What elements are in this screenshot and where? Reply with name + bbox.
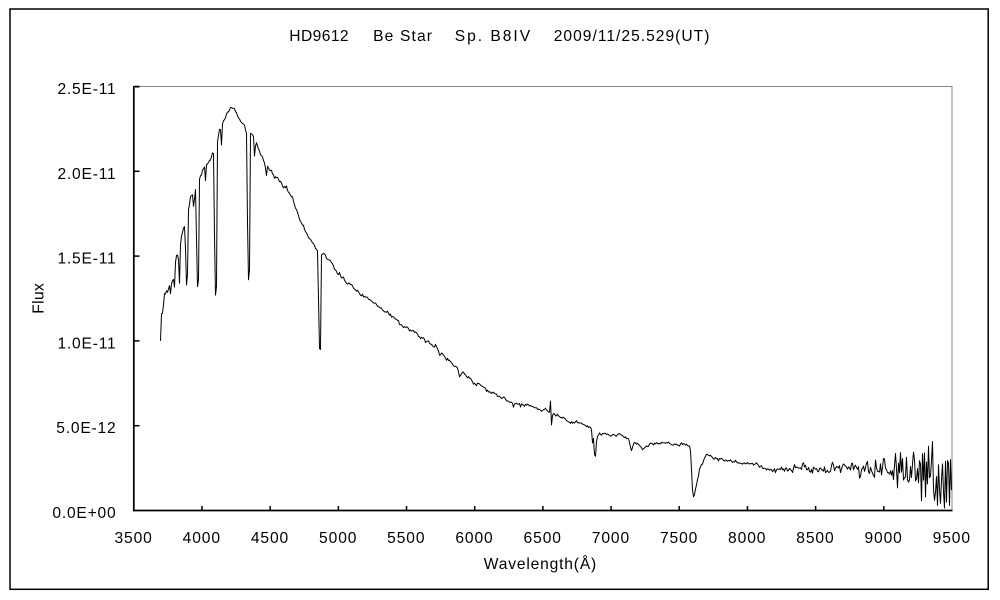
svg-text:4000: 4000 — [183, 530, 221, 547]
svg-text:Flux: Flux — [31, 283, 48, 314]
svg-text:1.0E-11: 1.0E-11 — [57, 335, 116, 352]
svg-text:0.0E+00: 0.0E+00 — [52, 505, 116, 522]
svg-text:5500: 5500 — [387, 530, 425, 547]
svg-text:3500: 3500 — [114, 530, 152, 547]
svg-text:8000: 8000 — [728, 530, 766, 547]
svg-text:2009/11/25.529(UT): 2009/11/25.529(UT) — [554, 28, 710, 45]
svg-text:6000: 6000 — [455, 530, 493, 547]
svg-text:5.0E-12: 5.0E-12 — [56, 420, 116, 437]
svg-text:8500: 8500 — [796, 530, 834, 547]
svg-text:9500: 9500 — [933, 530, 971, 547]
svg-text:5000: 5000 — [319, 530, 357, 547]
svg-text:1.5E-11: 1.5E-11 — [57, 251, 116, 268]
svg-text:Be Star: Be Star — [373, 28, 432, 45]
svg-text:Sp. B8IV: Sp. B8IV — [455, 28, 531, 45]
svg-text:6500: 6500 — [524, 530, 562, 547]
svg-text:2.0E-11: 2.0E-11 — [57, 166, 116, 183]
svg-text:9000: 9000 — [864, 530, 902, 547]
svg-text:HD9612: HD9612 — [289, 28, 348, 45]
svg-text:2.5E-11: 2.5E-11 — [57, 81, 116, 98]
svg-text:7000: 7000 — [592, 530, 630, 547]
svg-text:Wavelength(Å): Wavelength(Å) — [484, 554, 597, 573]
svg-text:7500: 7500 — [660, 530, 698, 547]
svg-text:4500: 4500 — [251, 530, 289, 547]
